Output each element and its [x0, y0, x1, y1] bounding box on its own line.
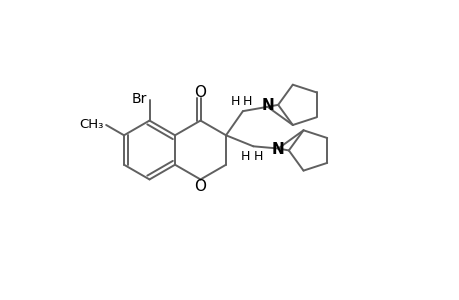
Text: O: O — [194, 179, 206, 194]
Text: H: H — [240, 150, 250, 163]
Text: N: N — [271, 142, 284, 157]
Text: H: H — [253, 150, 263, 163]
Text: Br: Br — [131, 92, 146, 106]
Text: H: H — [243, 95, 252, 108]
Text: CH₃: CH₃ — [78, 118, 103, 131]
Text: H: H — [230, 95, 239, 108]
Text: N: N — [261, 98, 273, 113]
Text: O: O — [194, 85, 206, 100]
